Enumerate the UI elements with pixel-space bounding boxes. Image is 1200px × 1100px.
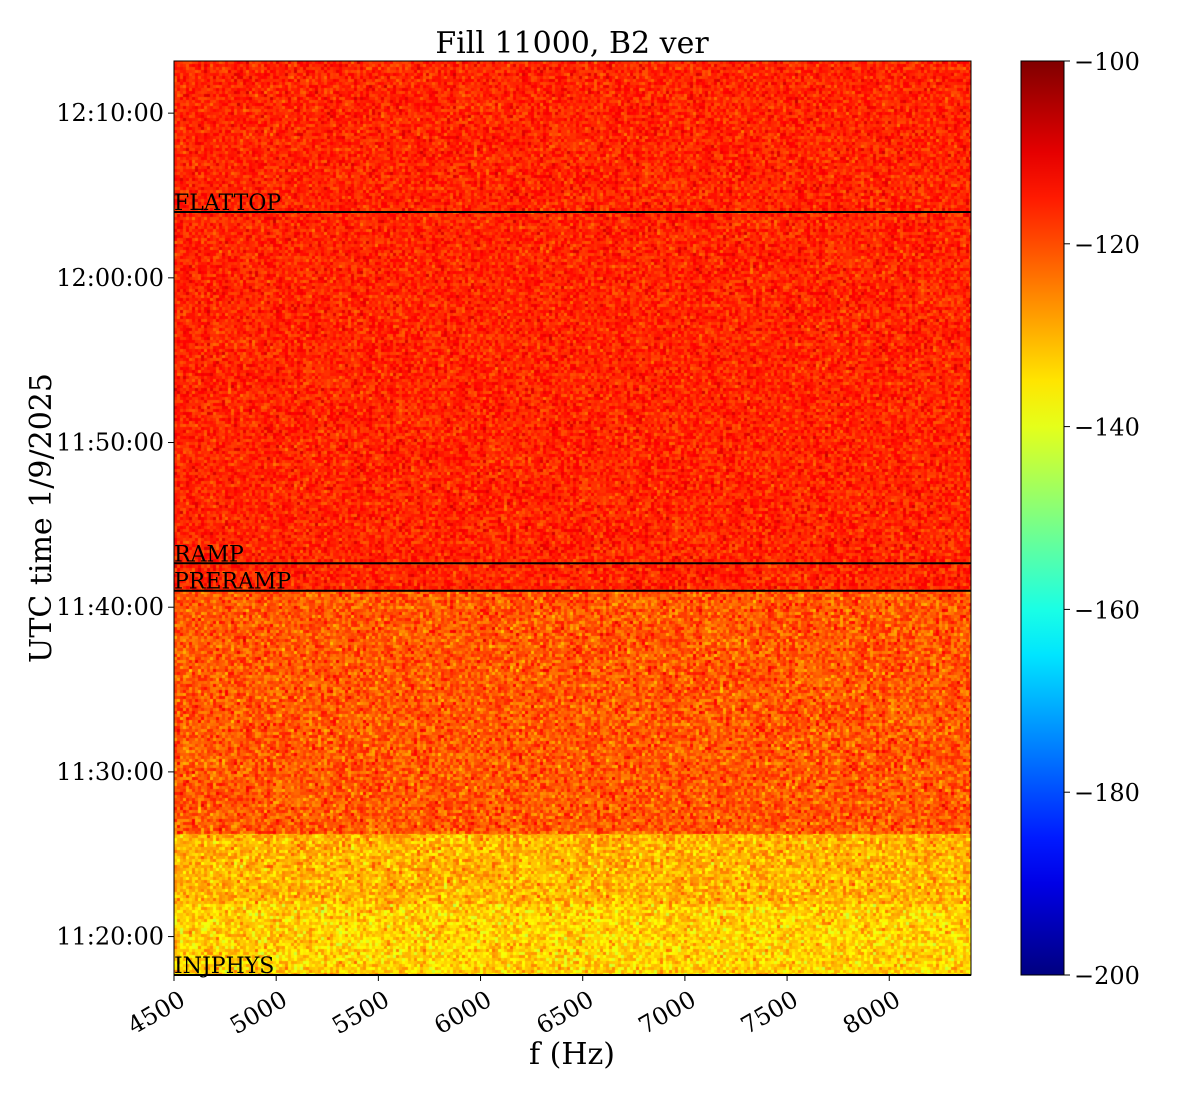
x-tick-label: 7500 bbox=[736, 985, 803, 1040]
colorbar-tick-label: −200 bbox=[1074, 962, 1140, 990]
chart-title: Fill 11000, B2 ver bbox=[435, 26, 709, 61]
x-axis-label: f (Hz) bbox=[529, 1037, 615, 1072]
x-tick-label: 8000 bbox=[838, 985, 905, 1040]
colorbar: −100 −120 −140 −160 −180 −200 bbox=[1020, 48, 1140, 990]
phase-markers: INJPHYS PRERAMP RAMP FLATTOP bbox=[174, 191, 971, 979]
colorbar-tick-label: −120 bbox=[1074, 231, 1140, 259]
colorbar-tick-label: −160 bbox=[1074, 596, 1140, 624]
y-axis-label: UTC time 1/9/2025 bbox=[24, 373, 59, 663]
heatmap-image bbox=[174, 61, 971, 975]
marker-label-ramp: RAMP bbox=[174, 542, 244, 567]
marker-label-flattop: FLATTOP bbox=[174, 191, 281, 216]
y-tick-label: 12:00:00 bbox=[56, 264, 164, 292]
y-axis: 11:30:00 11:40:00 11:50:00 12:00:00 12:10:00… bbox=[56, 99, 174, 951]
colorbar-gradient bbox=[1020, 60, 1065, 976]
x-axis: 4500 5000 5500 6000 6500 7000 7500 8000 bbox=[123, 975, 905, 1040]
y-tick-label: 11:20:00 bbox=[56, 923, 164, 951]
x-tick-label: 7000 bbox=[634, 985, 701, 1040]
marker-label-injphys: INJPHYS bbox=[174, 954, 274, 979]
y-tick-label: 12:10:00 bbox=[56, 99, 164, 127]
x-tick-label: 5000 bbox=[225, 985, 292, 1040]
colorbar-tick-label: −140 bbox=[1074, 414, 1140, 442]
colorbar-tick-label: −100 bbox=[1074, 48, 1140, 76]
marker-label-preramp: PRERAMP bbox=[174, 570, 291, 595]
plot-area bbox=[173, 60, 972, 976]
x-tick-label: 5500 bbox=[327, 985, 394, 1040]
colorbar-tick-label: −180 bbox=[1074, 779, 1140, 807]
x-tick-label: 4500 bbox=[123, 985, 190, 1040]
x-tick-label: 6500 bbox=[532, 985, 599, 1040]
y-tick-label: 11:50:00 bbox=[56, 429, 164, 457]
y-tick-label: 11:30:00 bbox=[56, 758, 164, 786]
y-tick-label: 11:40:00 bbox=[56, 593, 164, 621]
x-tick-label: 6000 bbox=[429, 985, 496, 1040]
